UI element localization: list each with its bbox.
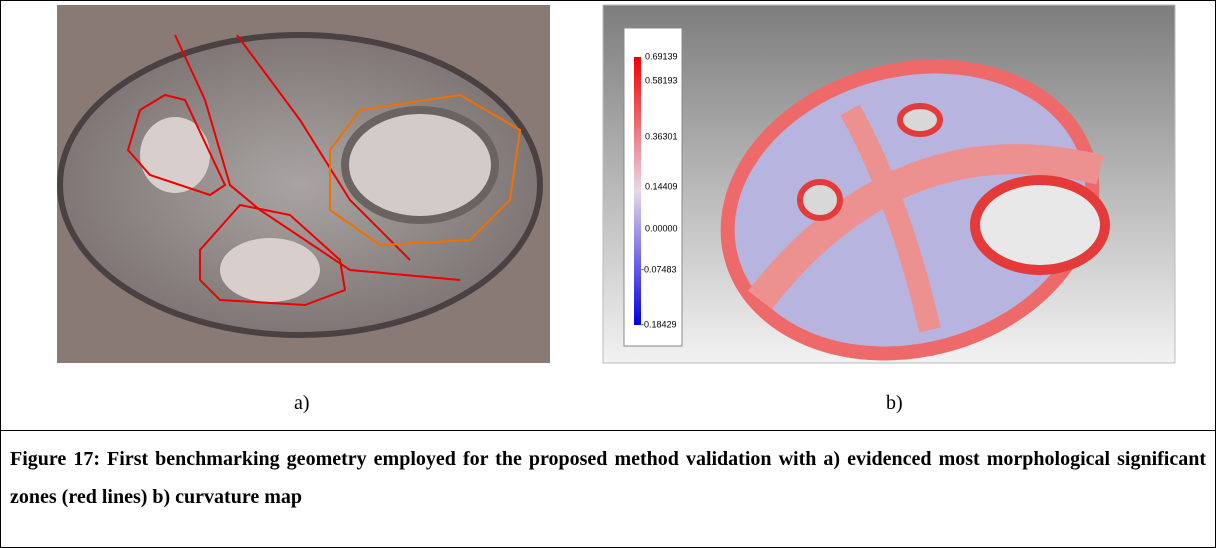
colorbar-label: 0.58193 [645,75,678,85]
panel-label: b) [886,392,903,415]
photo-a [57,5,550,363]
colorbar-label: -0.07483 [641,264,677,274]
figure-images: 0.69139 0.58193 0.36301 0.14409 0.00000 … [0,0,1216,430]
colorbar-label: -0.18429 [641,319,677,329]
panel-label: a) [294,392,310,415]
separator [0,430,1216,431]
colorbar-label: 0.00000 [645,223,678,233]
colorbar-label: 0.36301 [645,131,678,141]
figure-caption: Figure 17: First benchmarking geometry e… [10,440,1206,516]
curvature-map-b: 0.69139 0.58193 0.36301 0.14409 0.00000 … [603,5,1175,393]
colorbar-label: 0.69139 [645,51,678,61]
colorbar-label: 0.14409 [645,181,678,191]
